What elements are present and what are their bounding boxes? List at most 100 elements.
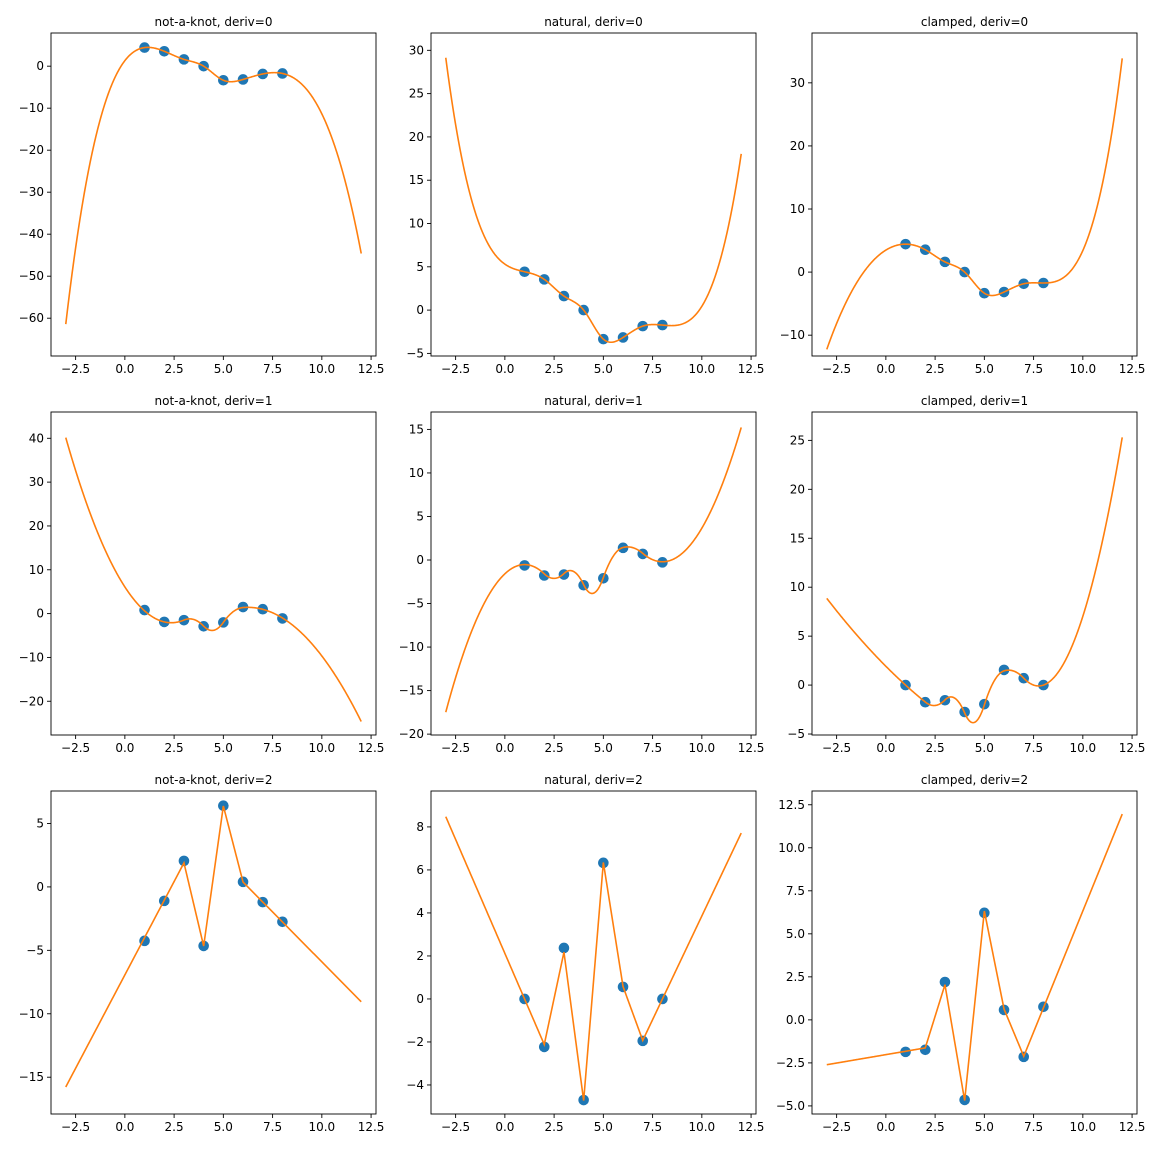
data-point bbox=[519, 560, 530, 571]
scatter-points bbox=[139, 42, 288, 86]
x-tick-label: 0.0 bbox=[495, 362, 514, 376]
x-tick-label: 7.5 bbox=[263, 741, 282, 755]
y-tick-label: 30 bbox=[409, 43, 424, 57]
x-tick-label: 7.5 bbox=[1024, 741, 1043, 755]
x-tick-label: 10.0 bbox=[1069, 741, 1096, 755]
x-tick-label: 2.5 bbox=[545, 1120, 564, 1134]
x-tick-label: 7.5 bbox=[643, 362, 662, 376]
y-tick-label: −20 bbox=[19, 694, 44, 708]
axes-frame bbox=[430, 790, 757, 1115]
y-tick-label: 5 bbox=[36, 816, 44, 830]
y-tick-label: 0 bbox=[797, 265, 805, 279]
subplot-title: not-a-knot, deriv=1 bbox=[155, 394, 273, 408]
y-tick-label: −5 bbox=[406, 597, 424, 611]
x-tick-label: 12.5 bbox=[358, 741, 385, 755]
y-tick-label: −20 bbox=[19, 143, 44, 157]
subplot-title: clamped, deriv=0 bbox=[921, 15, 1028, 29]
x-tick-label: 0.0 bbox=[876, 741, 895, 755]
y-tick-label: 0 bbox=[36, 880, 44, 894]
x-tick-label: 12.5 bbox=[358, 362, 385, 376]
axes-frame bbox=[50, 32, 377, 357]
x-tick-label: 7.5 bbox=[1024, 362, 1043, 376]
x-tick-label: 0.0 bbox=[115, 741, 134, 755]
x-tick-label: 7.5 bbox=[643, 741, 662, 755]
x-tick-label: 5.0 bbox=[214, 741, 233, 755]
scatter-points bbox=[900, 664, 1049, 718]
x-tick-label: 5.0 bbox=[594, 1120, 613, 1134]
x-tick-label: 2.5 bbox=[545, 362, 564, 376]
spline-curve bbox=[826, 437, 1124, 724]
y-tick-label: 0 bbox=[36, 607, 44, 621]
x-tick-label: 0.0 bbox=[495, 741, 514, 755]
y-tick-label: 10.0 bbox=[778, 841, 805, 855]
x-tick-label: −2.5 bbox=[822, 1120, 851, 1134]
y-tick-label: −5 bbox=[406, 346, 424, 360]
subplot-title: clamped, deriv=1 bbox=[921, 394, 1028, 408]
x-tick-label: 2.5 bbox=[545, 741, 564, 755]
x-tick-label: 12.5 bbox=[358, 1120, 385, 1134]
y-tick-label: −10 bbox=[780, 328, 805, 342]
x-tick-label: 2.5 bbox=[926, 741, 945, 755]
spline-curve bbox=[445, 816, 742, 1101]
spline-curve bbox=[444, 57, 743, 344]
y-tick-label: 25 bbox=[790, 433, 805, 447]
y-tick-label: 10 bbox=[409, 217, 424, 231]
x-tick-label: 10.0 bbox=[308, 362, 335, 376]
y-tick-label: 40 bbox=[29, 431, 44, 445]
data-point bbox=[939, 976, 951, 988]
x-tick-label: 12.5 bbox=[1119, 362, 1146, 376]
subplot-natural-deriv2: −2.5 0.0 2.5 5.0 7.5 10.0 12.5 8 6 4 2 0 −2 −4 natural… bbox=[406, 773, 764, 1134]
x-tick-label: 7.5 bbox=[643, 1120, 662, 1134]
x-tick-label: 7.5 bbox=[263, 1120, 282, 1134]
y-tick-label: 15 bbox=[409, 173, 424, 187]
x-tick-label: 10.0 bbox=[688, 1120, 715, 1134]
x-tick-label: 0.0 bbox=[876, 1120, 895, 1134]
x-tick-label: 5.0 bbox=[214, 1120, 233, 1134]
axes-frame bbox=[50, 790, 377, 1115]
data-point bbox=[919, 1044, 931, 1056]
y-tick-label: 4 bbox=[416, 906, 424, 920]
x-tick-label: 5.0 bbox=[594, 362, 613, 376]
data-point bbox=[538, 570, 550, 581]
y-tick-label: 2 bbox=[416, 949, 424, 963]
x-tick-label: 0.0 bbox=[495, 1120, 514, 1134]
subplot-natural-deriv0: −2.5 0.0 2.5 5.0 7.5 10.0 12.5 30 25 20 15 10 5 0 −5 na… bbox=[406, 15, 764, 376]
subplot-clamped-deriv0: −2.5 0.0 2.5 5.0 7.5 10.0 12.5 30 20 10 0 −10 clampe… bbox=[780, 15, 1146, 376]
x-tick-label: 0.0 bbox=[115, 1120, 134, 1134]
y-tick-label: 15 bbox=[409, 422, 424, 436]
y-tick-label: 20 bbox=[29, 519, 44, 533]
spline-curve bbox=[826, 813, 1123, 1101]
y-tick-label: 5 bbox=[797, 629, 805, 643]
x-tick-label: 2.5 bbox=[926, 362, 945, 376]
subplot-clamped-deriv1: −2.5 0.0 2.5 5.0 7.5 10.0 12.5 25 20 15 10 5 0 −5 clam… bbox=[787, 394, 1145, 755]
subplot-title: not-a-knot, deriv=0 bbox=[155, 15, 273, 29]
subplot-title: natural, deriv=2 bbox=[544, 773, 643, 787]
x-tick-label: 2.5 bbox=[165, 741, 184, 755]
axes-frame bbox=[430, 411, 757, 736]
x-tick-label: 10.0 bbox=[308, 741, 335, 755]
x-tick-label: 5.0 bbox=[214, 362, 233, 376]
x-tick-label: −2.5 bbox=[61, 741, 90, 755]
axes-frame bbox=[50, 411, 377, 736]
y-tick-label: −30 bbox=[19, 185, 44, 199]
data-point bbox=[218, 800, 229, 812]
y-tick-label: 12.5 bbox=[778, 798, 805, 812]
subplot-clamped-deriv2: −2.5 0.0 2.5 5.0 7.5 10.0 12.5 12.5 10.0 7.5 5.0 2.… bbox=[776, 773, 1146, 1134]
x-tick-label: 5.0 bbox=[975, 1120, 994, 1134]
subplot-title: not-a-knot, deriv=2 bbox=[155, 773, 273, 787]
x-tick-label: 5.0 bbox=[975, 362, 994, 376]
y-tick-label: −5.0 bbox=[776, 1099, 805, 1113]
x-tick-label: −2.5 bbox=[822, 362, 851, 376]
subplot-title: natural, deriv=0 bbox=[544, 15, 643, 29]
y-tick-label: 10 bbox=[790, 580, 805, 594]
x-tick-label: −2.5 bbox=[61, 1120, 90, 1134]
x-tick-label: −2.5 bbox=[441, 1120, 470, 1134]
y-tick-label: −10 bbox=[19, 1007, 44, 1021]
y-tick-label: 10 bbox=[409, 466, 424, 480]
x-tick-label: −2.5 bbox=[441, 741, 470, 755]
y-tick-label: 0 bbox=[797, 678, 805, 692]
x-tick-label: 10.0 bbox=[1069, 362, 1096, 376]
subplot-title: natural, deriv=1 bbox=[544, 394, 643, 408]
x-tick-label: 10.0 bbox=[1069, 1120, 1096, 1134]
